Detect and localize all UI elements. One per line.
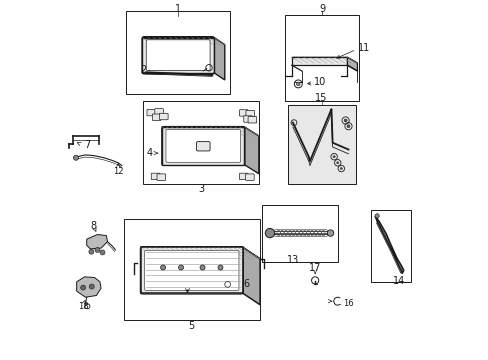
- Text: 17: 17: [308, 263, 321, 273]
- Bar: [370, 211, 410, 282]
- Text: 18: 18: [79, 302, 89, 311]
- Polygon shape: [142, 38, 224, 45]
- Text: 13: 13: [286, 255, 299, 265]
- Text: 6: 6: [244, 279, 249, 289]
- Bar: [123, 220, 260, 320]
- Circle shape: [95, 247, 100, 252]
- Polygon shape: [141, 247, 243, 293]
- Polygon shape: [214, 38, 224, 80]
- Circle shape: [178, 265, 183, 270]
- Polygon shape: [142, 38, 214, 73]
- FancyBboxPatch shape: [239, 110, 247, 116]
- Bar: [261, 205, 338, 262]
- Polygon shape: [162, 127, 258, 136]
- Polygon shape: [291, 57, 346, 65]
- Polygon shape: [346, 57, 357, 71]
- FancyBboxPatch shape: [196, 141, 210, 151]
- FancyBboxPatch shape: [239, 173, 247, 180]
- Circle shape: [100, 250, 105, 255]
- Text: 7: 7: [84, 140, 90, 150]
- Bar: [143, 101, 258, 184]
- Circle shape: [332, 156, 335, 158]
- FancyBboxPatch shape: [245, 111, 254, 117]
- Text: 12: 12: [113, 167, 123, 176]
- Text: 15: 15: [315, 93, 327, 103]
- Text: 2: 2: [140, 64, 146, 75]
- Text: 5: 5: [188, 321, 195, 331]
- Text: 11: 11: [357, 44, 369, 53]
- FancyBboxPatch shape: [152, 114, 161, 121]
- FancyBboxPatch shape: [247, 117, 256, 123]
- Circle shape: [89, 249, 94, 254]
- Circle shape: [374, 214, 379, 218]
- Circle shape: [340, 167, 342, 170]
- Text: 16: 16: [343, 299, 353, 308]
- Polygon shape: [77, 277, 101, 297]
- Bar: [126, 12, 230, 94]
- Circle shape: [296, 82, 300, 86]
- Text: 14: 14: [392, 276, 404, 286]
- Text: 4: 4: [146, 148, 152, 158]
- FancyBboxPatch shape: [147, 109, 155, 116]
- Circle shape: [344, 119, 346, 122]
- FancyBboxPatch shape: [146, 40, 210, 71]
- FancyBboxPatch shape: [144, 250, 239, 291]
- Bar: [285, 15, 359, 101]
- FancyBboxPatch shape: [159, 113, 168, 120]
- FancyBboxPatch shape: [157, 174, 165, 180]
- Circle shape: [218, 265, 223, 270]
- Polygon shape: [141, 247, 260, 259]
- Text: 3: 3: [198, 184, 204, 194]
- Polygon shape: [86, 234, 107, 249]
- FancyBboxPatch shape: [155, 109, 163, 115]
- FancyBboxPatch shape: [245, 174, 254, 180]
- Polygon shape: [243, 247, 260, 305]
- Circle shape: [346, 125, 349, 128]
- Polygon shape: [162, 127, 244, 165]
- Circle shape: [326, 230, 333, 236]
- Circle shape: [73, 155, 78, 160]
- Text: 10: 10: [313, 77, 325, 87]
- Circle shape: [89, 284, 94, 289]
- FancyBboxPatch shape: [151, 173, 160, 180]
- Circle shape: [265, 228, 274, 238]
- Polygon shape: [244, 127, 258, 174]
- Circle shape: [160, 265, 165, 270]
- Circle shape: [81, 285, 85, 290]
- Circle shape: [200, 265, 204, 270]
- Text: 8: 8: [91, 221, 97, 231]
- FancyBboxPatch shape: [165, 130, 240, 162]
- Polygon shape: [291, 57, 357, 63]
- Text: 1: 1: [175, 4, 181, 14]
- FancyBboxPatch shape: [244, 116, 252, 122]
- Text: 9: 9: [319, 4, 325, 14]
- Bar: [287, 105, 355, 184]
- Circle shape: [336, 162, 338, 164]
